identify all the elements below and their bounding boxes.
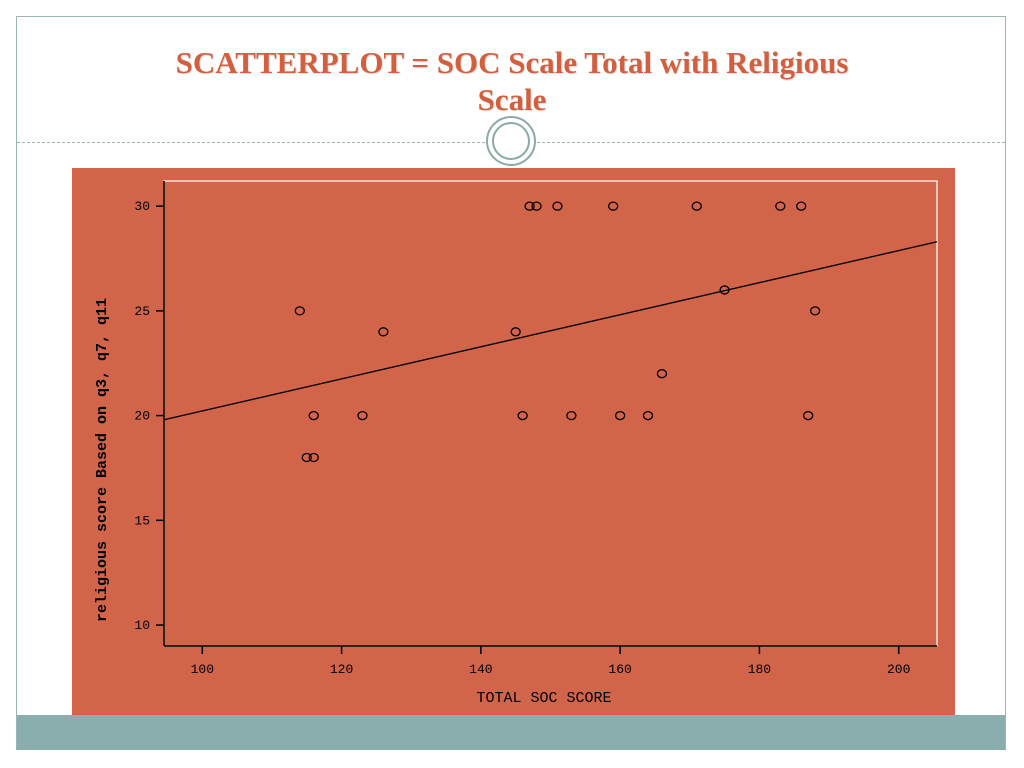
data-point [719,285,730,295]
y-tick-label: 20 [134,409,150,424]
data-point [614,410,626,421]
y-tick-label: 30 [134,199,150,214]
data-point [642,410,654,421]
data-point [566,410,577,421]
y-tick-label: 10 [134,618,150,633]
data-point [656,369,668,379]
chart-panel: 10 15 20 25 30 100 120 140 160 180 200 TOTAL SOC S… [72,168,955,716]
y-tick-label: 25 [134,304,150,319]
data-point [524,201,535,211]
slide-title: SCATTERPLOT = SOC Scale Total with Relig… [0,44,1024,118]
data-point [691,201,702,211]
fit-line [163,241,938,421]
x-tick-label: 200 [887,662,910,677]
data-point [809,306,821,316]
circle-ornament-inner [492,122,530,160]
data-point [308,452,319,463]
data-point [294,306,305,316]
data-point [357,410,368,421]
slide-title-line-1: SCATTERPLOT = SOC Scale Total with Relig… [175,45,849,80]
plot-area [163,180,938,647]
data-point [803,410,814,421]
x-axis-label: TOTAL SOC SCORE [476,690,611,707]
data-point [531,201,542,211]
data-point [552,201,563,211]
plot-layer: 10 15 20 25 30 100 120 140 160 180 200 [134,180,938,677]
data-point [608,201,619,211]
data-point [510,327,521,337]
scatter-chart: 10 15 20 25 30 100 120 140 160 180 200 TOTAL SOC S… [72,168,955,716]
data-point [308,410,319,421]
data-point [796,201,807,211]
y-axis-label: religious score Based on q3, q7, q11 [94,298,111,622]
y-tick-label: 15 [134,513,150,528]
circle-ornament-icon [486,116,536,166]
slide-title-line-2: Scale [477,82,547,117]
data-point [301,452,312,463]
footer-band [17,715,1005,750]
data-point [775,201,786,211]
x-tick-label: 120 [330,662,353,677]
x-tick-label: 180 [748,662,771,677]
data-point [378,327,389,337]
x-tick-label: 140 [469,662,492,677]
x-tick-label: 160 [608,662,631,677]
x-tick-label: 100 [191,662,214,677]
data-point [517,410,528,421]
